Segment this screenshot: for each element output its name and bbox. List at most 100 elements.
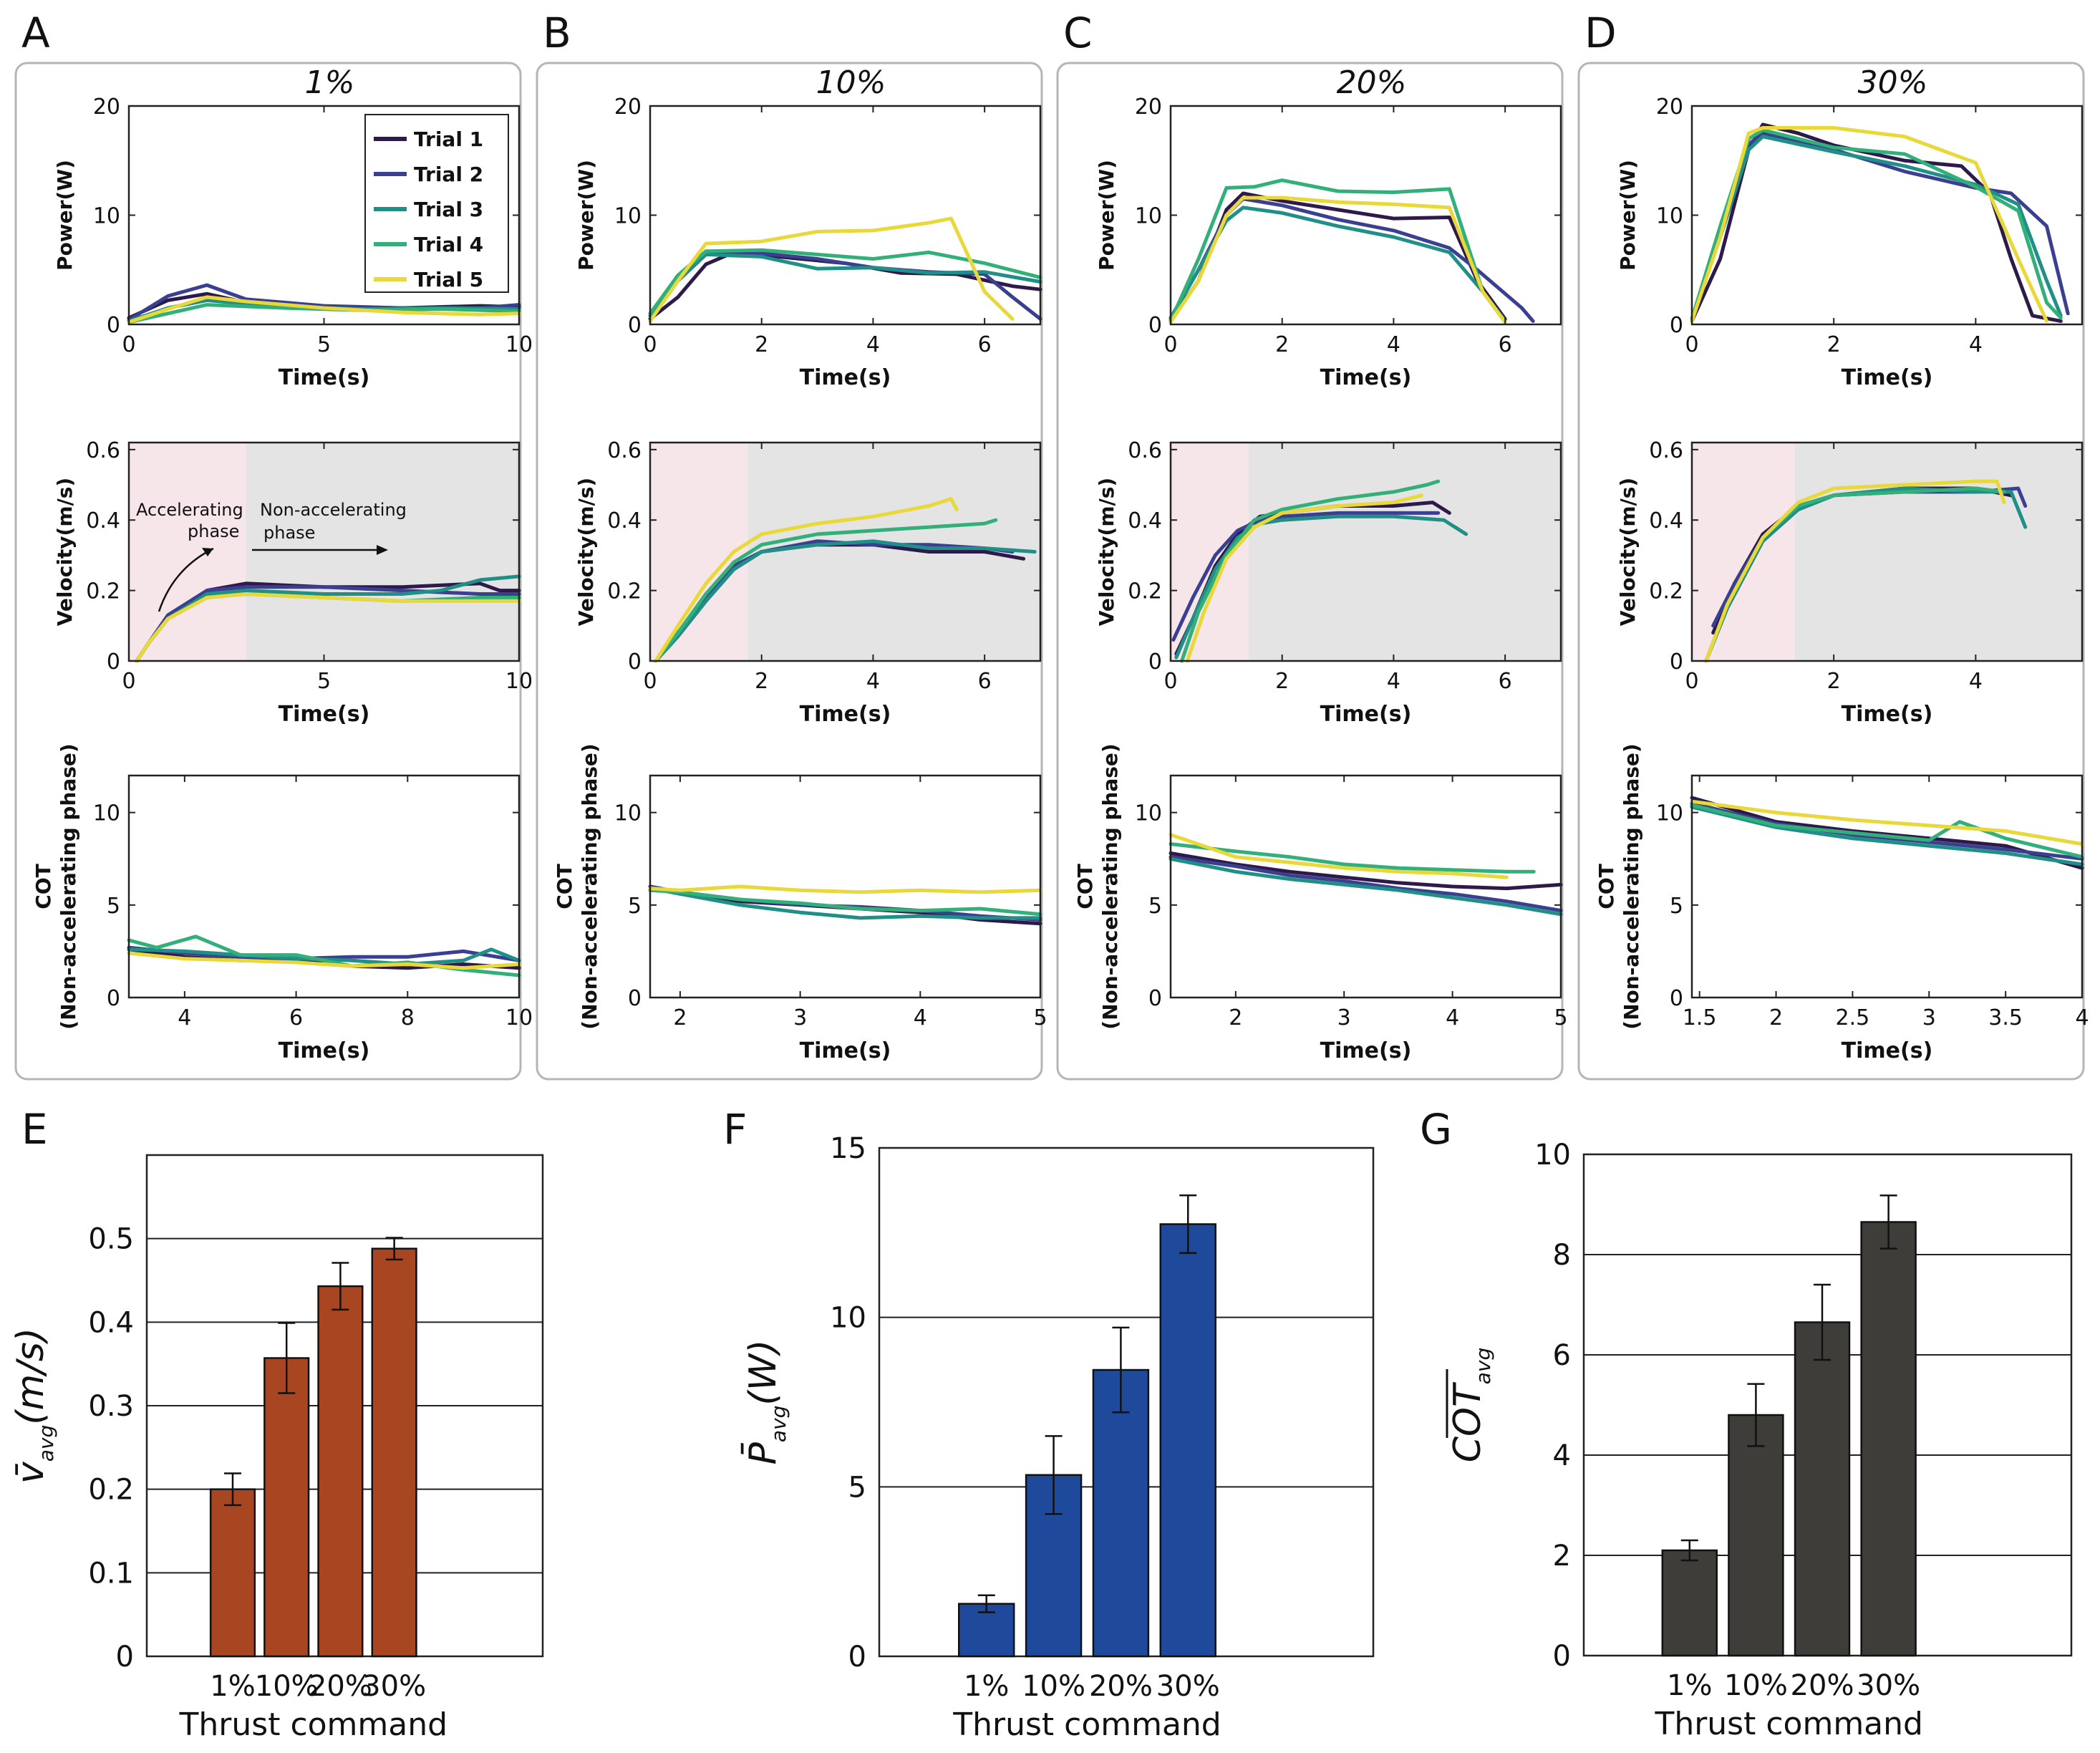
series-line-trial-5 (1185, 493, 1423, 663)
chart-A-velocity: 0 5 10 0 0.2 0.4 0.6 Time(s) Velocity(m/s) Accele… (53, 438, 533, 727)
series-line-trial-2 (127, 945, 521, 962)
y-tick-label: 0.2 (88, 1474, 134, 1507)
x-tick-label: 0 (643, 332, 657, 357)
x-tick-label: 6 (1499, 332, 1512, 357)
y-tick-label: 0.4 (88, 1306, 134, 1339)
non-accelerating-label-2: phase (263, 523, 315, 543)
legend-label: Trial 3 (414, 198, 483, 221)
panel-letter-E: E (21, 1105, 48, 1154)
y-axis-label: Velocity(m/s) (53, 478, 77, 626)
series-line-trial-3 (654, 539, 1037, 663)
panel-letter-B: B (543, 9, 571, 57)
x-tick-label: 3 (1922, 1005, 1936, 1030)
x-axis-label: Time(s) (1842, 1038, 1933, 1063)
axes-frame (649, 774, 1042, 999)
series-line-trial-2 (1168, 855, 1563, 913)
series-line-trial-4 (1168, 842, 1536, 874)
x-tick-label: 10% (255, 1670, 319, 1703)
chart-B-velocity: 0 2 4 6 0 0.2 0.4 0.6 Time(s) Velocity(m/s) (574, 438, 1042, 727)
x-tick-label: 0 (1163, 332, 1177, 357)
x-tick-label: 4 (2075, 1005, 2089, 1030)
accelerating-phase-region (1171, 443, 1249, 661)
y-axis-label: Velocity(m/s) (574, 478, 598, 626)
y-tick-label: 0 (1670, 313, 1683, 338)
y-tick-label: 0 (107, 986, 120, 1011)
x-tick-label: 5 (317, 669, 331, 694)
series-line-trial-5 (1168, 195, 1507, 324)
y-tick-label: 10 (614, 801, 642, 826)
bar-20pct (1794, 1321, 1851, 1657)
x-axis-label: Thrust command (179, 1706, 448, 1743)
y-tick-label: 0.2 (1128, 579, 1162, 604)
y-tick-label: 0.5 (88, 1223, 134, 1256)
plot-area (650, 776, 1040, 998)
x-tick-label: 2 (755, 332, 768, 357)
accelerating-phase-region (129, 443, 246, 661)
y-tick-label: 0 (107, 649, 120, 675)
x-tick-label: 4 (1969, 669, 1983, 694)
chart-B-cot: 2 3 4 5 0 5 10 Time(s) COT (Non-accelerating phas… (553, 743, 1047, 1063)
y-tick-label: 20 (93, 95, 120, 120)
bar-30pct (371, 1247, 417, 1658)
chart-C-power: 0 2 4 6 0 10 20 Time(s) Power(W) (1095, 95, 1562, 390)
chart-C-cot: 2 3 4 5 0 5 10 Time(s) COT (Non-accelerating phas… (1073, 743, 1568, 1063)
x-tick-label: 2 (673, 1005, 687, 1030)
series-line-trial-3 (1168, 856, 1563, 917)
x-tick-label: 4 (914, 1005, 927, 1030)
x-tick-label: 2 (1827, 669, 1841, 694)
bar-10pct (263, 1357, 310, 1658)
x-tick-label: 10 (505, 669, 533, 694)
series-line-trial-4 (127, 303, 521, 324)
y-tick-label: 0 (1553, 1640, 1571, 1673)
series-line-trial-5 (1690, 799, 2084, 846)
x-axis-label: Time(s) (800, 1038, 891, 1063)
series-line-trial-4 (648, 888, 1042, 917)
chart-A-cot: 4 6 8 10 0 5 10 Time(s) COT (Non-accelerating pha… (32, 743, 533, 1063)
axes-frame (1169, 774, 1562, 999)
x-tick-label: 3 (793, 1005, 807, 1030)
series-line-trial-4 (1690, 803, 2084, 859)
y-tick-label: 10 (614, 204, 642, 229)
y-axis-label: COT (32, 864, 55, 909)
y-axis-label: Power(W) (53, 160, 77, 271)
bar-20pct (317, 1285, 364, 1658)
x-axis-label: Time(s) (279, 1038, 370, 1063)
y-tick-label: 0.2 (607, 579, 642, 604)
y-tick-label: 15 (830, 1132, 866, 1165)
bar-10pct (1728, 1414, 1784, 1657)
y-tick-label: 20 (1135, 95, 1162, 120)
series-line-trial-2 (1690, 801, 2084, 861)
non-accelerating-arrowhead (377, 545, 388, 555)
x-tick-label: 1% (210, 1670, 255, 1703)
series-line-trial-5 (127, 951, 521, 970)
legend-label: Trial 4 (414, 233, 483, 256)
x-axis-label: Time(s) (1320, 1038, 1412, 1063)
accelerating-label-2: phase (188, 521, 239, 541)
panel-letter-D: D (1584, 9, 1617, 57)
series-line-trial-3 (648, 252, 1042, 318)
x-tick-label: 3 (1337, 1005, 1351, 1030)
x-tick-label: 2.5 (1836, 1005, 1870, 1030)
y-tick-label: 0 (1670, 649, 1683, 675)
panel-D-frame (1577, 62, 2085, 1081)
y-tick-label: 10 (1135, 204, 1162, 229)
chart-E: E 0 0.1 0.2 0.3 0.4 0.5 1% 10%20%30%Thrust comma… (9, 1105, 544, 1743)
x-tick-label: 2 (1827, 332, 1841, 357)
x-tick-label: 0 (1163, 669, 1177, 694)
y-tick-label: 0 (1670, 986, 1683, 1011)
y-tick-label: 0 (1148, 313, 1162, 338)
accelerating-arrow (158, 547, 214, 612)
y-axis-label: COT (553, 864, 576, 909)
non-accelerating-phase-region (1249, 443, 1561, 661)
x-tick-label: 6 (289, 1005, 303, 1030)
series-line-trial-2 (1171, 511, 1441, 642)
x-tick-label: 30% (1857, 1669, 1920, 1702)
x-tick-label: 5 (1033, 1005, 1047, 1030)
y-tick-label: 0.6 (1128, 438, 1162, 463)
x-tick-label: 30% (1156, 1670, 1220, 1703)
x-tick-label: 6 (978, 332, 992, 357)
x-tick-label: 20% (309, 1670, 372, 1703)
x-tick-label: 4 (1969, 332, 1983, 357)
x-axis-label: Time(s) (279, 365, 370, 390)
